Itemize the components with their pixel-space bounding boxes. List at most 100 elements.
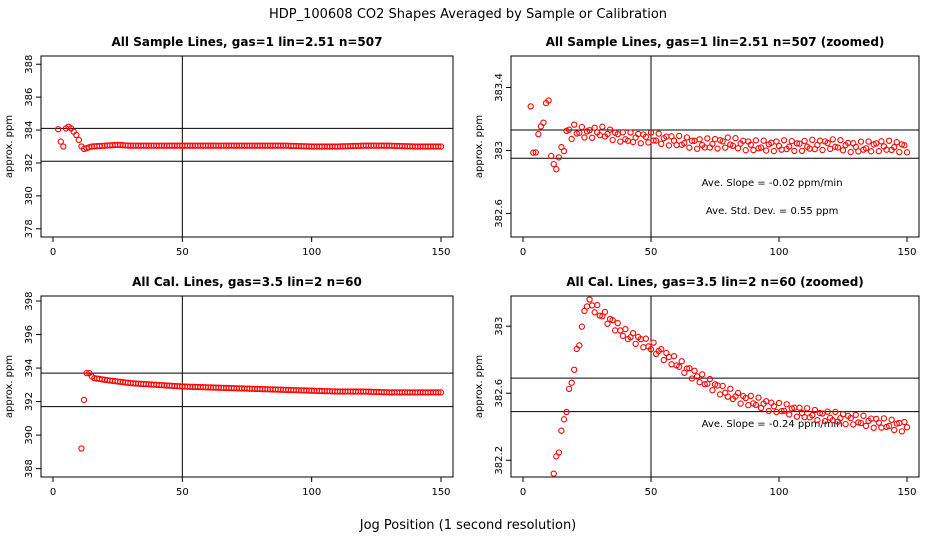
data-points	[78, 369, 445, 452]
data-point	[565, 385, 573, 393]
data-point	[814, 417, 821, 424]
data-point	[693, 145, 701, 152]
panel-4: All Cal. Lines, gas=3.5 lin=2 n=60 (zoom…	[474, 275, 920, 498]
data-point	[558, 427, 565, 434]
y-tick-label: 383	[494, 317, 505, 336]
data-point	[560, 147, 568, 155]
data-point	[658, 140, 665, 147]
data-point	[73, 131, 80, 139]
data-point	[686, 144, 693, 151]
data-point	[724, 134, 731, 141]
data-point	[834, 144, 842, 151]
data-point	[819, 146, 826, 154]
x-tick-label: 0	[50, 487, 56, 498]
panel-title: All Cal. Lines, gas=3.5 lin=2 n=60	[132, 275, 362, 289]
data-point	[565, 126, 573, 133]
y-tick-label: 382	[24, 153, 35, 172]
data-point	[55, 126, 62, 133]
data-point	[535, 131, 542, 138]
data-point	[745, 402, 752, 409]
data-point	[791, 147, 798, 155]
data-point	[555, 154, 562, 161]
data-point	[780, 137, 788, 144]
data-point	[645, 139, 652, 146]
y-tick-label: 392	[24, 392, 35, 411]
data-point	[527, 103, 534, 110]
data-point	[683, 365, 690, 372]
data-point	[750, 147, 757, 154]
plot-frame	[510, 295, 920, 478]
y-tick-label: 388	[24, 55, 35, 74]
data-point	[893, 139, 900, 146]
x-tick-label: 150	[431, 487, 450, 498]
y-tick-label: 382.6	[494, 379, 505, 408]
data-point	[678, 358, 685, 365]
annotation-2: Ave. Std. Dev. = 0.55 ppm	[706, 206, 838, 217]
data-point	[437, 389, 445, 396]
x-tick-label: 150	[897, 487, 916, 498]
data-point	[591, 309, 598, 316]
data-point	[75, 136, 83, 144]
data-point	[824, 408, 831, 415]
plot-frame	[510, 55, 920, 238]
data-point	[571, 366, 578, 373]
data-point	[596, 312, 603, 319]
data-point	[885, 422, 893, 430]
data-point	[594, 301, 601, 309]
data-point	[637, 140, 644, 147]
data-point	[798, 147, 806, 155]
data-point	[581, 307, 588, 315]
y-axis-label: approx. ppm	[4, 115, 15, 178]
data-point	[875, 148, 882, 155]
data-point	[568, 379, 575, 386]
data-point	[788, 137, 795, 145]
x-tick-label: 150	[897, 247, 916, 258]
data-point	[786, 143, 793, 150]
data-point	[903, 424, 911, 431]
data-point	[734, 145, 742, 152]
data-point	[655, 130, 662, 137]
data-point	[778, 408, 785, 415]
data-point	[530, 149, 537, 156]
data-point	[852, 143, 859, 151]
data-point	[855, 419, 862, 426]
data-points	[527, 97, 911, 173]
data-point	[676, 363, 683, 370]
x-tick-label: 100	[769, 247, 788, 258]
data-point	[857, 138, 865, 145]
data-point	[829, 136, 836, 143]
data-point	[893, 420, 900, 427]
data-point	[665, 142, 673, 149]
data-point	[686, 365, 693, 372]
x-tick-label: 100	[769, 487, 788, 498]
data-point	[688, 375, 696, 382]
data-point	[727, 385, 734, 392]
data-point	[755, 145, 762, 152]
data-point	[852, 411, 859, 419]
data-point	[691, 367, 698, 374]
y-tick-label: 383	[494, 141, 505, 160]
data-point	[560, 416, 568, 423]
data-point	[650, 137, 657, 144]
data-point	[576, 342, 583, 349]
annotation-1: Ave. Slope = -0.02 ppm/min	[702, 178, 843, 189]
data-point	[437, 143, 445, 150]
data-point	[747, 392, 754, 400]
data-point	[576, 129, 583, 136]
y-tick-label: 382.6	[494, 199, 505, 228]
data-point	[763, 147, 770, 154]
data-point	[545, 97, 552, 104]
data-point	[755, 394, 762, 401]
plot-frame	[40, 55, 454, 238]
data-point	[83, 369, 90, 377]
data-point	[855, 148, 862, 155]
data-point	[847, 148, 854, 156]
data-point	[801, 137, 808, 145]
data-point	[862, 422, 870, 430]
data-point	[601, 308, 609, 316]
data-point	[591, 124, 598, 131]
data-point	[604, 320, 611, 327]
data-point	[752, 401, 760, 409]
data-point	[796, 404, 803, 411]
